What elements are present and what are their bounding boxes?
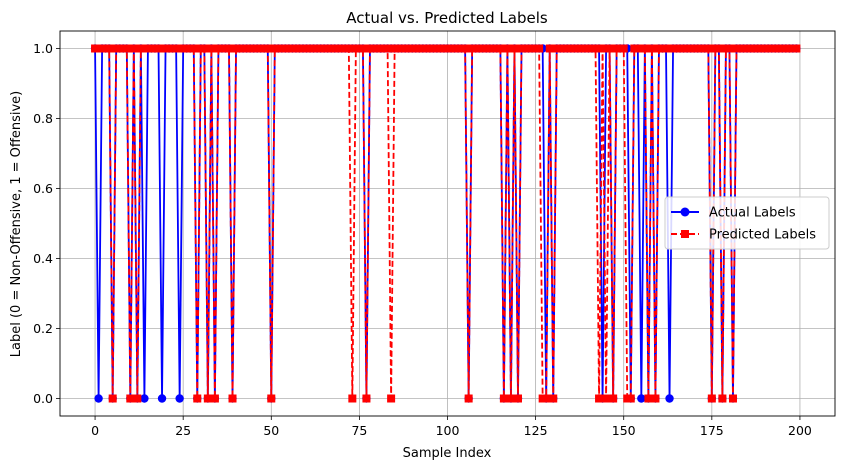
y-tick-label: 0.8 xyxy=(33,111,53,126)
predicted-label-point xyxy=(707,394,716,403)
predicted-label-point xyxy=(792,44,801,53)
predicted-label-point xyxy=(108,394,117,403)
legend: Actual Labels Predicted Labels xyxy=(664,196,830,250)
predicted-label-point xyxy=(503,44,512,53)
x-tick-label: 175 xyxy=(700,423,724,438)
legend-predicted-marker xyxy=(681,230,689,238)
predicted-label-point xyxy=(358,44,367,53)
predicted-label-point xyxy=(609,394,618,403)
predicted-label-point xyxy=(344,44,353,53)
predicted-label-point xyxy=(728,394,737,403)
predicted-label-point xyxy=(224,44,233,53)
predicted-label-point xyxy=(510,44,519,53)
series-predicted-labels xyxy=(91,44,801,403)
predicted-label-point xyxy=(725,44,734,53)
predicted-label-point xyxy=(513,394,522,403)
predicted-label-point xyxy=(203,394,212,403)
predicted-label-point xyxy=(644,394,653,403)
predicted-label-point xyxy=(348,394,357,403)
actual-label-point xyxy=(637,394,646,403)
y-tick-label: 0.0 xyxy=(33,391,53,406)
x-axis-title: Sample Index xyxy=(403,446,492,461)
predicted-label-point xyxy=(129,44,138,53)
predicted-label-point xyxy=(542,394,551,403)
legend-actual-marker xyxy=(680,207,690,217)
x-tick-label: 100 xyxy=(436,423,460,438)
x-tick-label: 150 xyxy=(612,423,636,438)
y-tick-label: 0.4 xyxy=(33,251,53,266)
predicted-label-point xyxy=(602,394,611,403)
chart-title: Actual vs. Predicted Labels xyxy=(346,9,548,27)
predicted-label-point xyxy=(210,394,219,403)
predicted-label-point xyxy=(461,44,470,53)
predicted-label-point xyxy=(105,44,114,53)
predicted-label-point xyxy=(189,44,198,53)
y-tick-label: 0.2 xyxy=(33,321,53,336)
predicted-label-point xyxy=(605,44,614,53)
x-tick-label: 25 xyxy=(175,423,191,438)
predicted-label-point xyxy=(545,44,554,53)
plot-frame xyxy=(59,30,836,417)
predicted-label-point xyxy=(619,44,628,53)
y-axis-title: Label (0 = Non-Offensive, 1 = Offensive) xyxy=(9,91,24,357)
predicted-label-point xyxy=(207,44,216,53)
y-tick-label: 0.6 xyxy=(33,181,53,196)
legend-predicted-label: Predicted Labels xyxy=(709,228,816,243)
actual-label-point xyxy=(665,394,674,403)
predicted-label-point xyxy=(549,394,558,403)
x-tick-label: 200 xyxy=(788,423,812,438)
predicted-label-point xyxy=(499,394,508,403)
y-tick-label: 1.0 xyxy=(33,41,53,56)
predicted-label-point xyxy=(362,394,371,403)
predicted-label-point xyxy=(535,44,544,53)
predicted-label-point xyxy=(133,394,142,403)
grid xyxy=(60,31,835,416)
predicted-label-point xyxy=(496,44,505,53)
predicted-label-point xyxy=(651,394,660,403)
predicted-label-point xyxy=(626,394,635,403)
predicted-label-point xyxy=(387,394,396,403)
predicted-label-point xyxy=(126,394,135,403)
predicted-label-point xyxy=(122,44,131,53)
predicted-label-point xyxy=(193,394,202,403)
legend-box xyxy=(664,196,830,250)
x-axis-ticks: 0 25 50 75 100 125 150 175 200 xyxy=(91,416,812,438)
predicted-label-point xyxy=(506,394,515,403)
actual-label-point xyxy=(94,394,103,403)
x-tick-label: 125 xyxy=(524,423,548,438)
predicted-label-point xyxy=(714,44,723,53)
actual-label-point xyxy=(140,394,149,403)
predicted-label-point xyxy=(267,394,276,403)
actual-label-point xyxy=(175,394,184,403)
y-axis-ticks: 0.0 0.2 0.4 0.6 0.8 1.0 xyxy=(33,41,60,406)
predicted-label-point xyxy=(383,44,392,53)
predicted-label-point xyxy=(718,394,727,403)
predicted-label-point xyxy=(595,394,604,403)
predicted-label-point xyxy=(464,394,473,403)
predicted-label-line xyxy=(95,47,797,400)
predicted-label-point xyxy=(228,394,237,403)
x-tick-label: 0 xyxy=(91,423,99,438)
x-tick-label: 75 xyxy=(351,423,367,438)
predicted-label-point xyxy=(647,44,656,53)
predicted-label-point xyxy=(263,44,272,53)
actual-label-point xyxy=(157,394,167,403)
predicted-label-point xyxy=(704,44,713,53)
predicted-label-point xyxy=(200,44,209,53)
predicted-label-point xyxy=(591,44,600,53)
legend-actual-label: Actual Labels xyxy=(709,206,796,221)
x-tick-label: 50 xyxy=(263,423,279,438)
predicted-label-point xyxy=(598,44,607,53)
predicted-label-point xyxy=(640,44,649,53)
